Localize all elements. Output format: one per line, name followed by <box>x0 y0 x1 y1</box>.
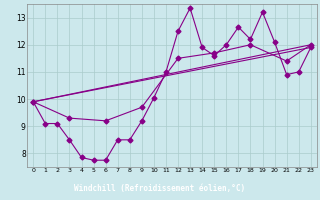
Text: Windchill (Refroidissement éolien,°C): Windchill (Refroidissement éolien,°C) <box>75 184 245 193</box>
